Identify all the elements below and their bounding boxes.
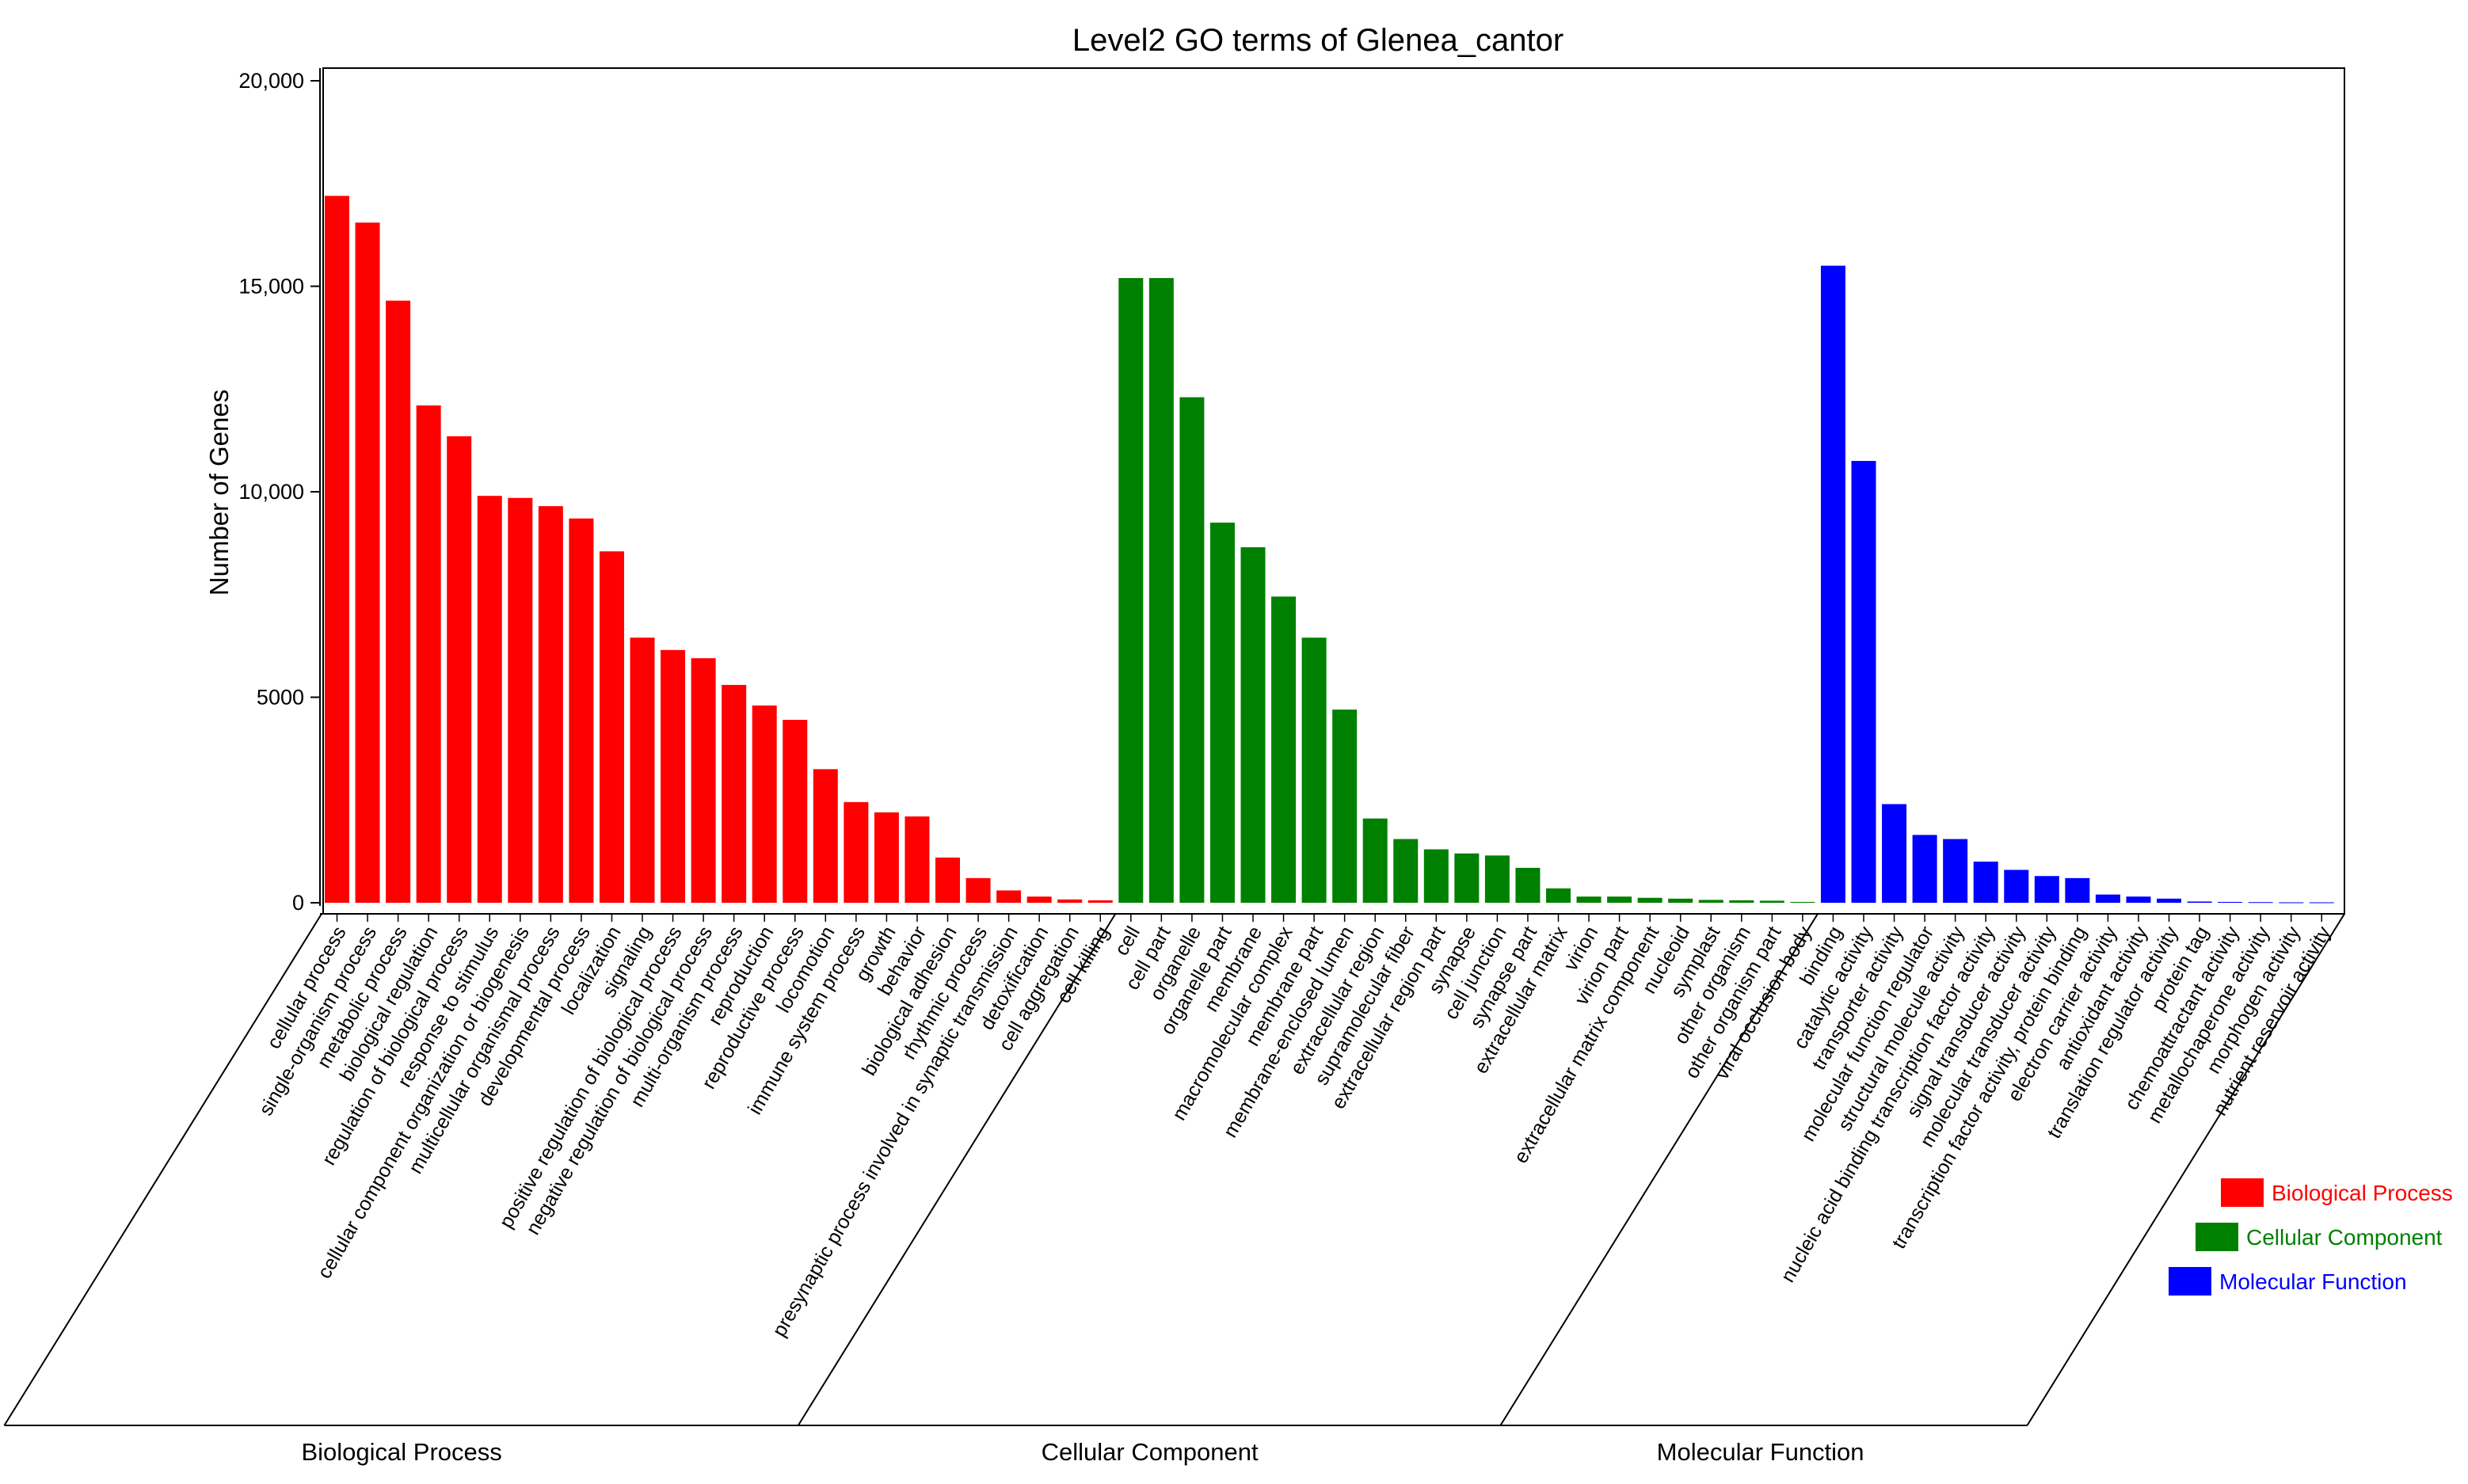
bar — [2157, 898, 2181, 903]
bar — [2279, 902, 2304, 904]
bar — [630, 637, 655, 903]
y-tick-label: 10,000 — [238, 480, 304, 504]
chart-title: Level2 GO terms of Glenea_cantor — [1072, 23, 1563, 58]
bar — [1240, 547, 1266, 903]
bar — [355, 223, 380, 903]
bar — [538, 506, 563, 903]
bar — [1362, 818, 1388, 903]
bar — [2004, 869, 2029, 903]
bar — [1851, 461, 1876, 903]
bar — [1271, 596, 1297, 903]
group-divider — [797, 913, 1117, 1426]
group-label: Molecular Function — [1657, 1438, 1864, 1466]
bar — [2187, 901, 2212, 903]
legend: Biological Process Cellular Component Mole… — [2169, 1178, 2453, 1296]
bar — [2248, 902, 2273, 904]
legend-swatch — [2221, 1178, 2264, 1207]
bar — [1637, 897, 1662, 903]
bar — [1546, 888, 1571, 903]
bar — [569, 518, 594, 903]
y-tick-label: 5000 — [257, 686, 304, 710]
bracket-edge — [3, 913, 322, 1426]
bar — [1454, 853, 1480, 903]
bar — [783, 720, 808, 903]
bar — [1423, 849, 1449, 903]
bar — [1087, 900, 1113, 903]
group-label: Biological Process — [301, 1438, 501, 1466]
bar — [2095, 894, 2120, 903]
bar — [1332, 710, 1358, 903]
bar — [1912, 835, 1937, 903]
bar — [1026, 896, 1052, 903]
bar — [1179, 397, 1205, 903]
bar — [1576, 896, 1602, 903]
y-tick-label: 20,000 — [238, 69, 304, 93]
bar — [1118, 278, 1144, 903]
y-tick-label: 15,000 — [238, 275, 304, 299]
bar — [508, 497, 533, 903]
bar — [1973, 862, 1998, 903]
bar — [935, 857, 960, 903]
y-tick-label: 0 — [292, 891, 304, 915]
bar — [1698, 900, 1723, 903]
bar — [1301, 637, 1327, 903]
bar — [447, 436, 472, 903]
bar — [1943, 839, 1968, 903]
legend-swatch — [2169, 1267, 2211, 1296]
group-label: Cellular Component — [1042, 1438, 1259, 1466]
y-axis-label: Number of Genes — [204, 390, 234, 596]
bar — [416, 405, 441, 903]
y-axis: 0 5000 10,000 15,000 20,000 — [238, 68, 321, 915]
group-brackets: Biological Process Cellular Component Mole… — [3, 913, 2345, 1466]
bar — [2034, 876, 2059, 903]
bar — [599, 551, 624, 903]
bar — [965, 877, 991, 903]
bars-layer — [325, 196, 2334, 904]
bar — [844, 801, 869, 903]
bar — [1820, 265, 1845, 903]
bar — [1484, 855, 1510, 903]
bar — [905, 816, 930, 903]
bar — [1209, 522, 1235, 903]
bar — [722, 684, 747, 903]
bar — [1515, 867, 1541, 903]
bar — [477, 496, 502, 903]
bar — [2126, 896, 2151, 903]
bar — [1607, 896, 1632, 903]
bar — [1759, 900, 1784, 903]
legend-label: Molecular Function — [2219, 1269, 2407, 1294]
bar — [1393, 839, 1419, 903]
bar — [996, 890, 1022, 903]
bar — [691, 658, 716, 903]
bar — [386, 300, 411, 903]
bar — [1729, 900, 1754, 903]
bar — [661, 649, 686, 903]
bar — [2065, 877, 2090, 903]
legend-label: Biological Process — [2272, 1181, 2453, 1205]
bar — [1790, 901, 1815, 903]
bar — [1057, 899, 1083, 903]
bar — [752, 705, 777, 903]
legend-label: Cellular Component — [2246, 1225, 2443, 1250]
group-divider — [1499, 913, 1819, 1426]
bar — [1882, 804, 1907, 903]
bar — [1148, 278, 1174, 903]
bar — [874, 812, 899, 903]
bar — [325, 196, 349, 903]
bar — [2309, 902, 2334, 904]
bracket-edge — [2026, 913, 2345, 1426]
bar — [1668, 898, 1693, 903]
bar — [813, 769, 838, 903]
bar — [2218, 901, 2243, 903]
legend-swatch — [2196, 1223, 2238, 1251]
